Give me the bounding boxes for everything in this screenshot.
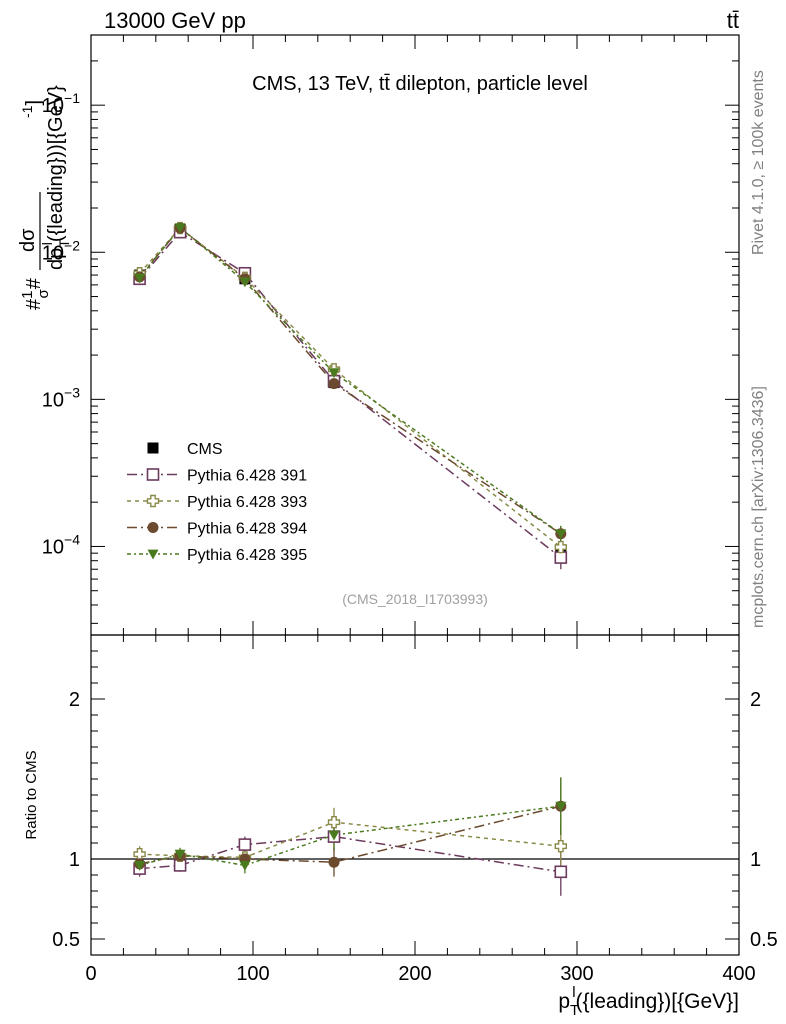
svg-text:-1]: -1] bbox=[19, 100, 45, 118]
ratio-series-line bbox=[139, 805, 561, 865]
ratio-series-group bbox=[133, 777, 568, 896]
legend-marker bbox=[146, 468, 160, 481]
main-series-line bbox=[139, 226, 562, 535]
ratio-y-tick-label-left: 2 bbox=[69, 689, 80, 711]
ratio-y-tick-label-right: 2 bbox=[750, 689, 761, 711]
main-markers-4 bbox=[134, 223, 567, 540]
analysis-watermark: (CMS_2018_I1703993) bbox=[342, 591, 488, 607]
x-tick-labels: 0 100 200 300 400 bbox=[85, 963, 755, 985]
legend-marker bbox=[147, 549, 159, 560]
main-point bbox=[134, 273, 146, 284]
x-tick-label: 200 bbox=[398, 963, 431, 985]
ratio-point bbox=[134, 861, 146, 871]
svg-text:#1σ#: #1σ# bbox=[19, 277, 52, 310]
main-point bbox=[174, 223, 186, 234]
legend-entry-label: Pythia 6.428 394 bbox=[187, 521, 307, 538]
xlabel-sup-l: l bbox=[572, 984, 575, 1001]
beam-energy-label: 13000 GeV pp bbox=[104, 8, 246, 33]
ratio-point bbox=[174, 849, 186, 860]
legend-marker bbox=[147, 442, 159, 454]
ratio-point bbox=[238, 838, 252, 851]
main-point bbox=[239, 277, 251, 288]
main-axis-ticks bbox=[90, 35, 740, 635]
main-title: CMS, 13 TeV, tt̄ dilepton, particle leve… bbox=[252, 73, 588, 95]
main-point bbox=[554, 551, 568, 564]
main-point bbox=[328, 378, 340, 390]
ratio-series-line bbox=[139, 805, 561, 867]
main-y-tick-label: 10−2 bbox=[42, 237, 80, 264]
ylabel-hash: # bbox=[23, 277, 45, 289]
main-y-axis-label: #1σ# dσ dpTl({leading}))[{GeV} bbox=[17, 85, 72, 310]
ylabel-dsigma: dσ bbox=[17, 228, 39, 252]
ratio-y-tick-label-right: 1 bbox=[750, 849, 761, 871]
main-y-tick-label: 10−3 bbox=[42, 384, 80, 411]
ratio-axis-ticks bbox=[90, 635, 740, 955]
ratio-panel-frame bbox=[90, 634, 740, 956]
ylabel-close: ] bbox=[23, 100, 45, 106]
ratio-y-tick-label-left: 0.5 bbox=[52, 929, 80, 951]
main-series-group bbox=[133, 221, 568, 570]
ratio-point bbox=[328, 830, 340, 841]
ratio-markers-3 bbox=[134, 801, 567, 871]
xlabel-sub-t: T bbox=[570, 1002, 579, 1019]
xlabel-rest: ({leading})[{GeV}] bbox=[576, 990, 739, 1013]
rivet-version-label: Rivet 4.1.0, ≥ 100k events bbox=[750, 70, 767, 255]
x-tick-label: 0 bbox=[85, 963, 96, 985]
ylabel-dp: dp bbox=[45, 248, 67, 270]
ratio-point bbox=[554, 840, 567, 853]
mcplots-label: mcplots.cern.ch [arXiv:1306.3436] bbox=[750, 386, 767, 628]
main-series-line bbox=[139, 231, 562, 559]
ylabel-prefix: # bbox=[23, 298, 45, 310]
xlabel-p: p bbox=[558, 990, 570, 1013]
main-y-tick-label: 10−4 bbox=[42, 531, 80, 558]
ylabel-sigma: σ bbox=[35, 289, 52, 299]
ylabel-sup-l: l bbox=[39, 242, 55, 245]
x-axis-label: pTl({leading})[{GeV}] bbox=[558, 984, 739, 1019]
main-series-1 bbox=[138, 230, 562, 570]
main-series-line bbox=[139, 227, 562, 548]
process-label: tt̄ bbox=[727, 8, 739, 33]
ylabel-one: 1 bbox=[19, 291, 36, 299]
ratio-point bbox=[327, 816, 341, 829]
ratio-point bbox=[554, 865, 568, 879]
main-point bbox=[555, 529, 567, 540]
main-y-axis-label-units: -1] bbox=[19, 100, 45, 118]
ratio-markers-0 bbox=[133, 830, 568, 879]
ratio-point bbox=[239, 861, 251, 871]
main-series-line bbox=[139, 227, 562, 535]
x-tick-label: 400 bbox=[722, 963, 755, 985]
ratio-series-line bbox=[139, 835, 561, 873]
ylabel-rest: ({leading}))[{GeV} bbox=[45, 85, 67, 242]
legend-marker bbox=[146, 494, 160, 508]
ratio-y-tick-label-left: 1 bbox=[69, 849, 80, 871]
legend: CMS Pythia 6.428 391 Pythia 6.428 393 Pythi… bbox=[127, 441, 307, 564]
legend-entry-label: Pythia 6.428 395 bbox=[187, 547, 307, 564]
legend-entry-label: CMS bbox=[187, 441, 223, 458]
ratio-y-axis-label: Ratio to CMS bbox=[23, 750, 40, 839]
main-panel-frame bbox=[90, 34, 740, 636]
ratio-point bbox=[133, 848, 146, 861]
main-y-tick-labels: 10−1 10−2 10−3 10−4 bbox=[42, 90, 80, 558]
legend-entry-label: Pythia 6.428 391 bbox=[187, 468, 307, 485]
legend-entry-label: Pythia 6.428 393 bbox=[187, 494, 307, 511]
main-point bbox=[328, 368, 340, 379]
x-tick-label: 300 bbox=[560, 963, 593, 985]
main-y-tick-label: 10−1 bbox=[42, 90, 80, 117]
ratio-point bbox=[555, 801, 567, 812]
x-tick-label: 100 bbox=[236, 963, 269, 985]
ylabel-exp: -1 bbox=[19, 105, 35, 118]
svg-text:dpTl({leading}))[{GeV}: dpTl({leading}))[{GeV} bbox=[39, 85, 72, 270]
ratio-point bbox=[328, 856, 340, 868]
legend-marker bbox=[147, 522, 159, 533]
ratio-y-tick-labels: 2 2 1 1 0.5 0.5 bbox=[52, 689, 778, 951]
main-point bbox=[554, 540, 567, 554]
ylabel-sub-t: T bbox=[56, 239, 72, 248]
ratio-y-tick-label-right: 0.5 bbox=[750, 929, 778, 951]
